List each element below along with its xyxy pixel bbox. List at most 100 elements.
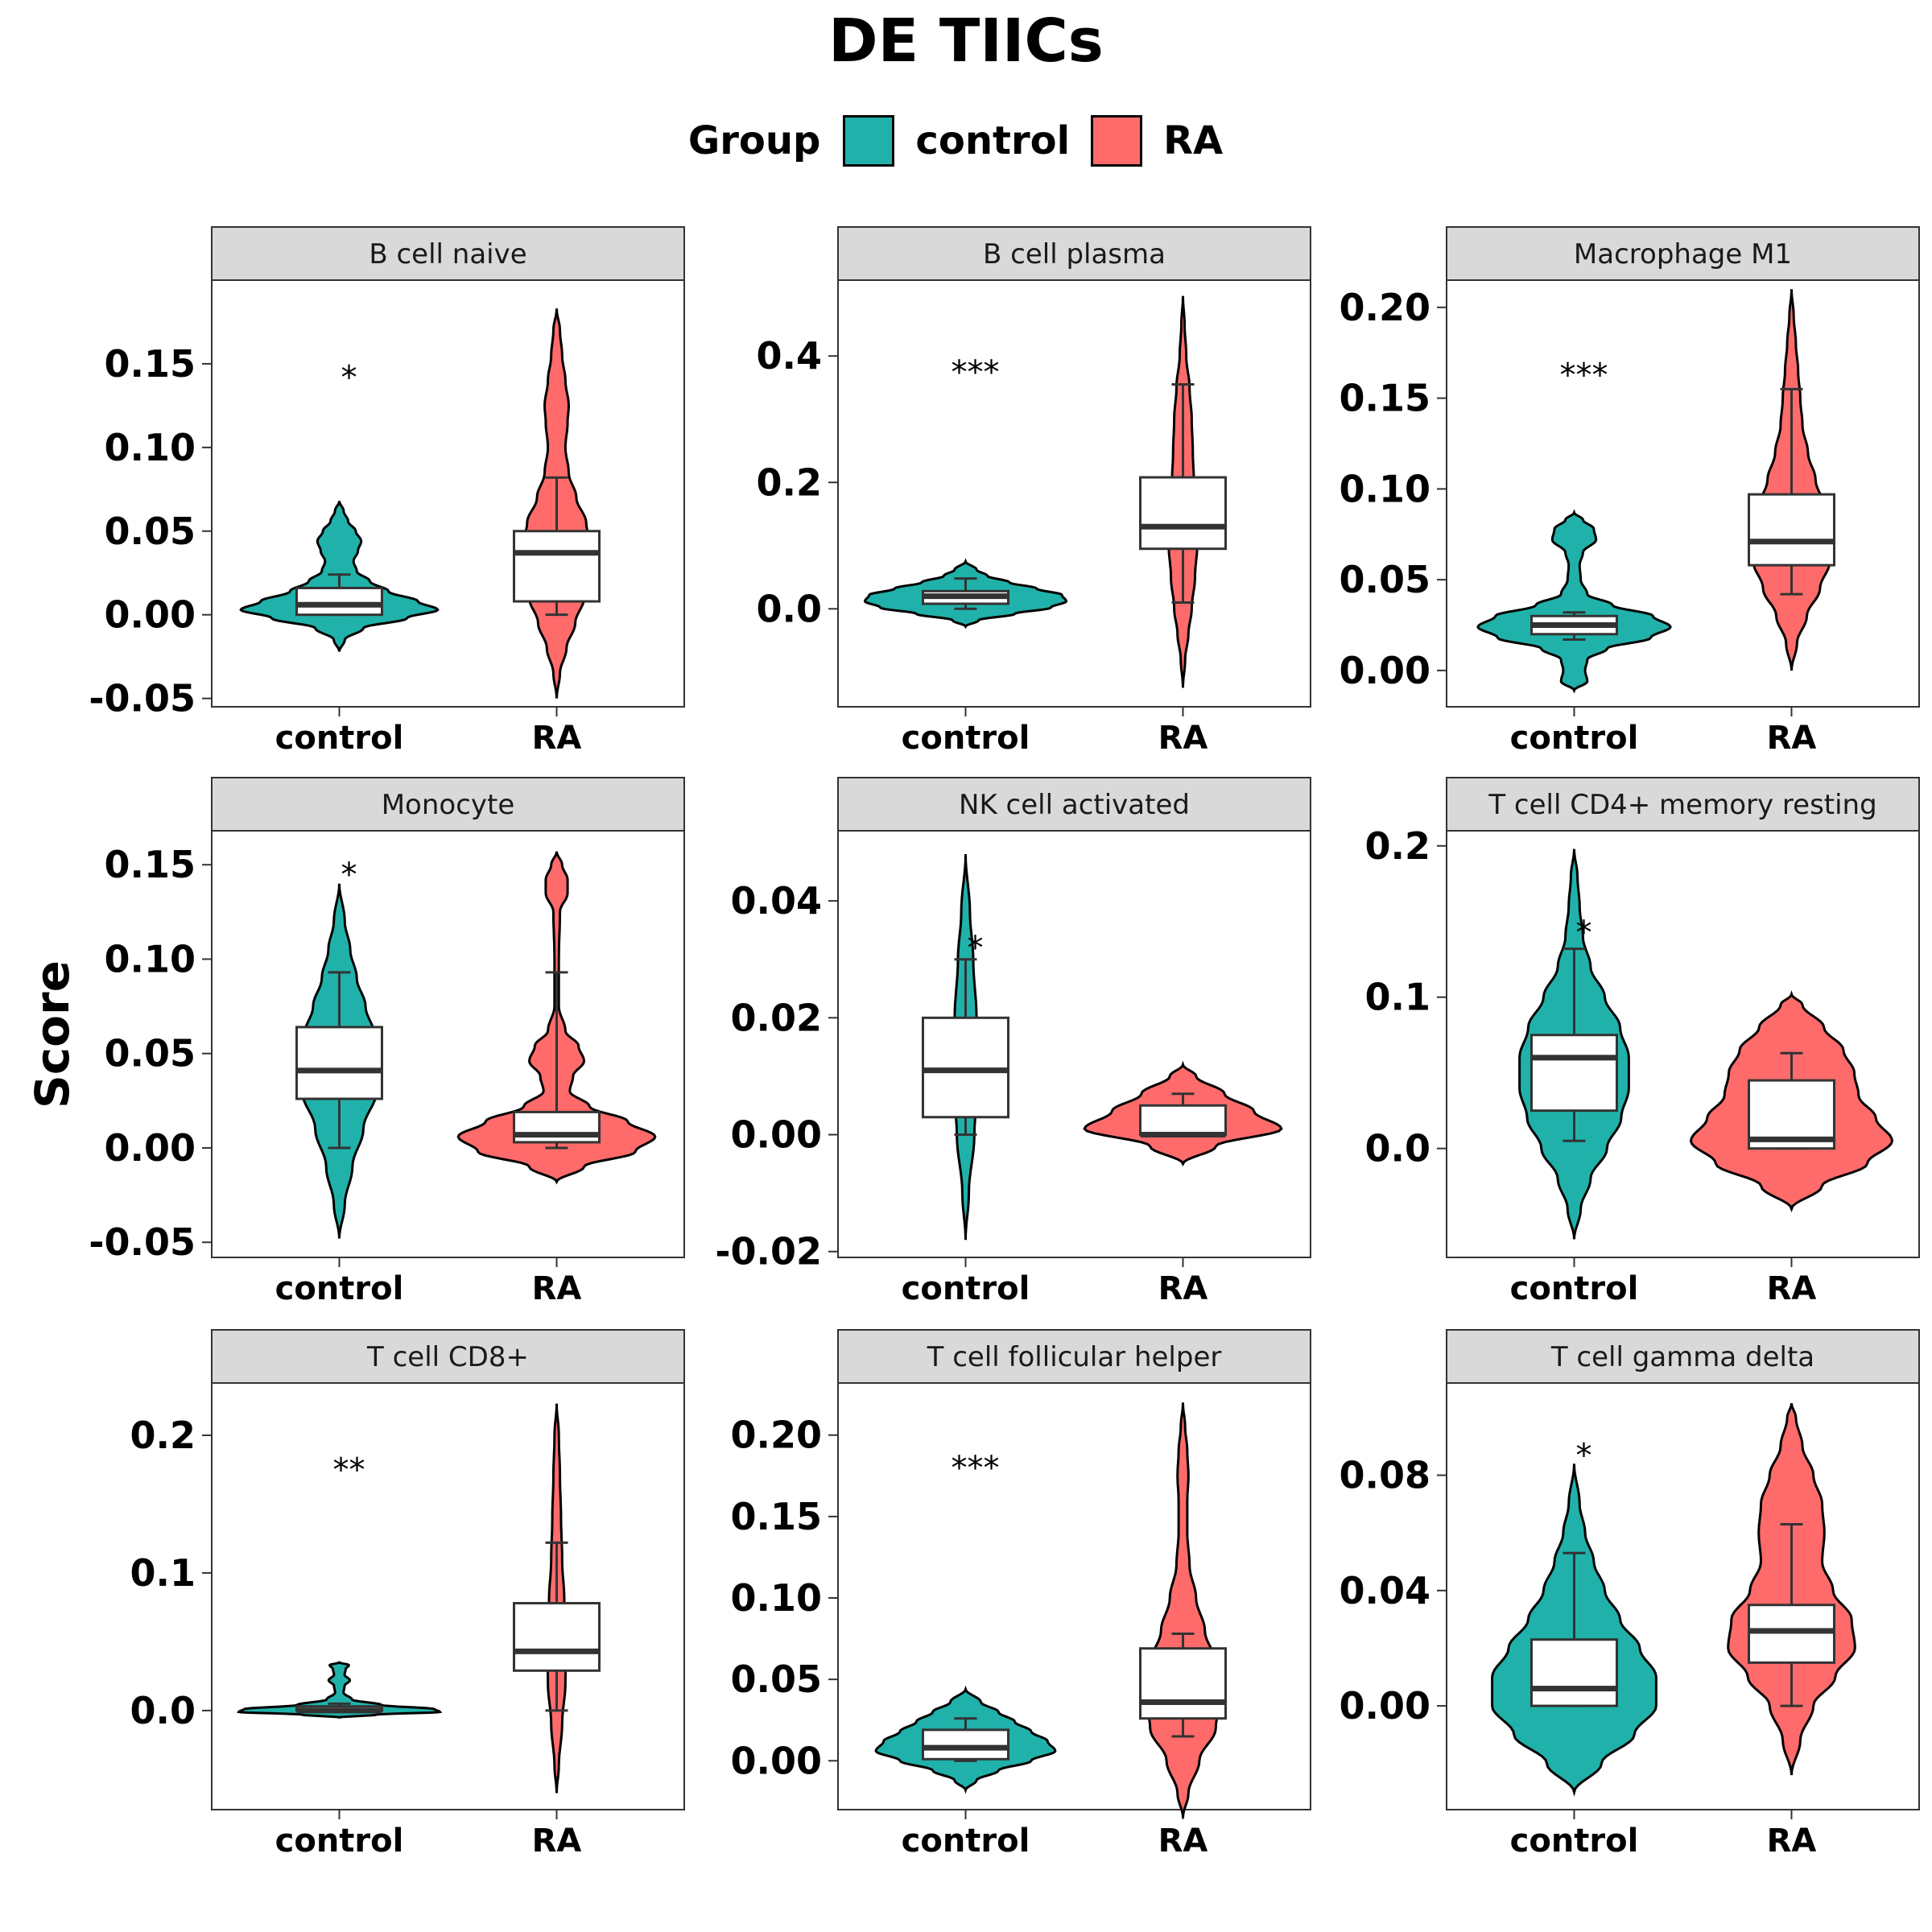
strip-label-t-cell-gamma-delta: T cell gamma delta xyxy=(1550,1341,1814,1373)
y-tick-label-t-cell-cd4-memory-resting: 0.0 xyxy=(1365,1127,1431,1170)
box-monocyte-control xyxy=(295,1026,383,1100)
violin-macrophage-m1-control xyxy=(1476,509,1672,694)
significance-label-b-cell-naive: * xyxy=(341,360,357,397)
strip-label-b-cell-plasma: B cell plasma xyxy=(983,238,1166,270)
y-tick-label-t-cell-follicular-helper: 0.05 xyxy=(731,1657,823,1701)
significance-label-t-cell-cd8: ** xyxy=(332,1452,365,1489)
y-tick-label-nk-cell-activated: 0.00 xyxy=(731,1113,823,1157)
legend-key-ra xyxy=(1091,115,1143,167)
y-tick-label-t-cell-gamma-delta: 0.08 xyxy=(1340,1454,1431,1497)
x-tick-label-ra: RA xyxy=(1158,1270,1208,1307)
panel-t-cell-cd8: T cell CD8+ 0.0 0.1 0.2 control RA ** xyxy=(130,1329,685,1860)
strip-t-cell-follicular-helper xyxy=(837,1329,1311,1384)
legend-label-ra: RA xyxy=(1163,118,1224,163)
y-tick-label-monocyte: 0.10 xyxy=(105,937,196,980)
y-tick-label-nk-cell-activated: 0.04 xyxy=(731,879,823,923)
panel-t-cell-gamma-delta: T cell gamma delta 0.00 0.04 0.08 control RA * xyxy=(1340,1329,1920,1860)
y-tick-label-macrophage-m1: 0.15 xyxy=(1340,377,1431,420)
plot-area-t-cell-cd4-memory-resting xyxy=(1446,830,1920,1258)
plot-area-t-cell-cd8 xyxy=(211,1382,685,1810)
box-t-cell-follicular-helper-control xyxy=(921,1728,1009,1761)
box-t-cell-gamma-delta-control xyxy=(1530,1638,1618,1707)
box-b-cell-plasma-ra xyxy=(1139,476,1228,551)
x-tick-label-ra: RA xyxy=(532,1270,582,1307)
y-tick-label-t-cell-follicular-helper: 0.20 xyxy=(731,1414,823,1457)
y-tick-label-monocyte: -0.05 xyxy=(89,1220,196,1264)
strip-label-b-cell-naive: B cell naive xyxy=(369,238,526,270)
y-tick-label-t-cell-follicular-helper: 0.00 xyxy=(731,1739,823,1782)
significance-label-monocyte: * xyxy=(341,857,357,894)
panel-b-cell-plasma: B cell plasma 0.0 0.2 0.4 control RA *** xyxy=(757,226,1311,757)
x-tick-label-ra: RA xyxy=(1158,1823,1208,1860)
strip-t-cell-gamma-delta xyxy=(1446,1329,1920,1384)
y-tick-label-macrophage-m1: 0.00 xyxy=(1340,649,1431,692)
strip-b-cell-plasma xyxy=(837,226,1311,281)
panel-nk-cell-activated: NK cell activated -0.02 0.00 0.02 0.04 contro… xyxy=(715,777,1311,1307)
y-tick-label-t-cell-cd8: 0.0 xyxy=(130,1689,196,1732)
box-nk-cell-activated-ra xyxy=(1139,1104,1228,1137)
y-tick-label-t-cell-gamma-delta: 0.00 xyxy=(1340,1684,1431,1728)
legend-key-control xyxy=(843,115,895,167)
significance-label-t-cell-follicular-helper: *** xyxy=(951,1450,999,1487)
x-tick-label-control: control xyxy=(1510,720,1639,757)
plot-area-nk-cell-activated xyxy=(837,830,1311,1258)
y-tick-label-b-cell-naive: 0.10 xyxy=(105,426,196,469)
y-tick-label-t-cell-cd8: 0.1 xyxy=(130,1551,196,1595)
y-tick-label-t-cell-follicular-helper: 0.10 xyxy=(731,1576,823,1620)
y-tick-label-b-cell-plasma: 0.4 xyxy=(757,334,823,378)
strip-t-cell-cd8 xyxy=(211,1329,685,1384)
significance-label-t-cell-gamma-delta: * xyxy=(1575,1438,1591,1475)
strip-b-cell-naive xyxy=(211,226,685,281)
significance-label-macrophage-m1: *** xyxy=(1559,357,1608,394)
x-tick-label-ra: RA xyxy=(1767,1823,1817,1860)
y-tick-label-monocyte: 0.15 xyxy=(105,843,196,886)
legend-title: Group xyxy=(687,118,821,163)
box-t-cell-gamma-delta-ra xyxy=(1748,1604,1836,1664)
y-tick-label-t-cell-gamma-delta: 0.04 xyxy=(1340,1569,1431,1612)
strip-label-t-cell-follicular-helper: T cell follicular helper xyxy=(927,1341,1222,1373)
x-tick-label-control: control xyxy=(1510,1270,1639,1307)
x-tick-label-ra: RA xyxy=(1767,720,1817,757)
y-tick-label-monocyte: 0.00 xyxy=(105,1126,196,1170)
y-tick-label-t-cell-cd4-memory-resting: 0.1 xyxy=(1365,976,1431,1019)
violin-t-cell-cd8-control xyxy=(237,1661,443,1719)
y-tick-label-t-cell-cd8: 0.2 xyxy=(130,1414,196,1457)
legend: Group control RA xyxy=(0,109,1932,173)
box-t-cell-cd4-memory-resting-control xyxy=(1530,1034,1618,1113)
y-tick-label-b-cell-plasma: 0.2 xyxy=(757,460,823,504)
box-macrophage-m1-ra xyxy=(1748,493,1836,567)
y-tick-label-b-cell-plasma: 0.0 xyxy=(757,587,823,630)
strip-t-cell-cd4-memory-resting xyxy=(1446,777,1920,832)
strip-label-t-cell-cd4-memory-resting: T cell CD4+ memory resting xyxy=(1488,789,1876,821)
chart-title: DE TIICs xyxy=(828,6,1104,76)
y-tick-label-macrophage-m1: 0.10 xyxy=(1340,467,1431,510)
box-monocyte-ra xyxy=(513,1110,601,1144)
significance-label-nk-cell-activated: * xyxy=(967,930,983,967)
x-tick-label-control: control xyxy=(902,720,1030,757)
y-tick-label-nk-cell-activated: 0.02 xyxy=(731,996,823,1039)
plot-area-monocyte xyxy=(211,830,685,1258)
y-tick-label-macrophage-m1: 0.20 xyxy=(1340,286,1431,329)
x-tick-label-control: control xyxy=(275,1823,404,1860)
box-t-cell-follicular-helper-ra xyxy=(1139,1647,1228,1720)
x-tick-label-ra: RA xyxy=(1158,720,1208,757)
x-tick-label-control: control xyxy=(275,720,404,757)
strip-label-monocyte: Monocyte xyxy=(382,789,515,821)
panel-macrophage-m1: Macrophage M1 0.00 0.05 0.10 0.15 0.20 control… xyxy=(1340,226,1920,757)
significance-label-b-cell-plasma: *** xyxy=(951,354,999,391)
x-tick-label-control: control xyxy=(902,1270,1030,1307)
y-tick-label-b-cell-naive: 0.00 xyxy=(105,593,196,637)
y-tick-label-macrophage-m1: 0.05 xyxy=(1340,558,1431,601)
panel-t-cell-cd4-memory-resting: T cell CD4+ memory resting 0.0 0.1 0.2 contr… xyxy=(1365,777,1920,1307)
y-tick-label-monocyte: 0.05 xyxy=(105,1032,196,1075)
strip-label-t-cell-cd8: T cell CD8+ xyxy=(366,1341,529,1373)
x-tick-label-control: control xyxy=(902,1823,1030,1860)
box-b-cell-naive-control xyxy=(295,586,383,617)
box-t-cell-cd8-ra xyxy=(513,1602,601,1672)
y-tick-label-t-cell-cd4-memory-resting: 0.2 xyxy=(1365,824,1431,868)
plot-area-t-cell-gamma-delta xyxy=(1446,1382,1920,1810)
x-tick-label-control: control xyxy=(275,1270,404,1307)
box-b-cell-naive-ra xyxy=(513,530,601,603)
plot-area-b-cell-naive xyxy=(211,279,685,708)
